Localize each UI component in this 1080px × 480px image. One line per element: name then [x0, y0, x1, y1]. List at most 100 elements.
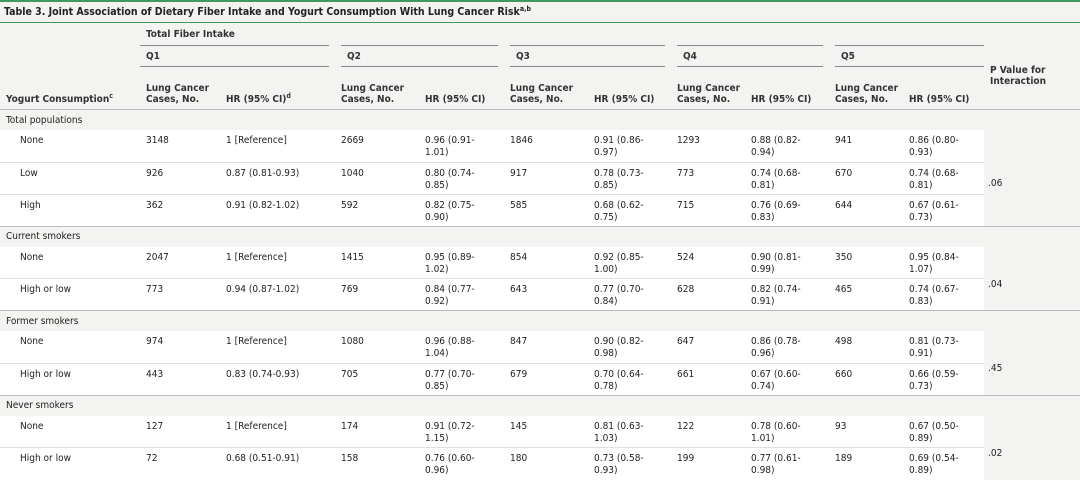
case-count: 127: [146, 420, 164, 432]
data-cell: 199: [671, 447, 745, 480]
data-cell: 1415: [335, 246, 419, 279]
data-cell: 1 [Reference]: [220, 130, 335, 163]
header-text: Lung Cancer Cases, No.: [146, 83, 210, 105]
quintile-label: Q3: [516, 50, 530, 62]
hr-value: 0.96 (0.91-1.01): [425, 135, 475, 158]
data-cell: 0.67 (0.50-0.89): [903, 415, 985, 448]
data-cell: 0.86 (0.80-0.93): [903, 130, 985, 163]
data-cell: 0.68 (0.51-0.91): [220, 447, 335, 480]
data-cell: 0.84 (0.77-0.92): [419, 278, 504, 311]
case-count: 715: [677, 199, 695, 211]
case-count: 158: [341, 453, 359, 464]
group-text: Total populations: [6, 114, 83, 126]
row-label: None: [0, 415, 140, 448]
header-text: Lung Cancer Cases, No.: [510, 83, 574, 105]
case-count: 1415: [341, 251, 364, 263]
hr-value: 0.96 (0.88-1.04): [425, 336, 475, 359]
header-cell: Lung Cancer Cases, No.: [671, 67, 745, 110]
data-cell: 705: [335, 363, 419, 395]
quintile-label: Q5: [841, 50, 855, 62]
hr-value: 0.74 (0.68-0.81): [909, 167, 959, 191]
hr-value: 0.77 (0.70-0.85): [425, 368, 475, 392]
hr-value: 1 [Reference]: [226, 135, 287, 146]
footnote-marker: d: [286, 92, 291, 100]
group-text: Former smokers: [6, 315, 79, 327]
group-text: Current smokers: [6, 231, 81, 242]
data-cell: 679: [504, 363, 588, 395]
p-text: .04: [988, 278, 1003, 290]
data-row: High or low 773 0.94 (0.87-1.02) 769 0.84 (0…: [0, 278, 1080, 311]
data-cell: 0.91 (0.86-0.97): [588, 130, 671, 163]
row-text: High: [20, 199, 41, 211]
hr-value: 0.68 (0.62-0.75): [594, 199, 644, 223]
hr-value: 0.81 (0.63-1.03): [594, 420, 644, 444]
data-cell: 0.96 (0.88-1.04): [419, 331, 504, 364]
data-cell: 72: [140, 447, 220, 480]
quintile-label: Q4: [683, 50, 697, 62]
data-cell: 0.74 (0.67-0.83): [903, 278, 985, 311]
header-cell: Yogurt Consumptionc: [0, 23, 140, 110]
data-cell: 0.80 (0.74-0.85): [419, 162, 504, 195]
hr-value: 0.73 (0.58-0.93): [594, 453, 644, 476]
case-count: 661: [677, 368, 695, 380]
data-cell: 443: [140, 363, 220, 395]
header-cell: HR (95% CI)d: [220, 67, 335, 110]
header-cell: HR (95% CI): [903, 67, 984, 110]
hr-value: 0.77 (0.61-0.98): [751, 453, 801, 476]
data-cell: 0.78 (0.73-0.85): [588, 162, 671, 195]
group-row: Current smokers: [0, 226, 1080, 247]
hr-value: 0.74 (0.67-0.83): [909, 284, 959, 307]
case-count: 705: [341, 368, 359, 380]
case-count: 93: [835, 420, 847, 432]
hr-value: 0.78 (0.73-0.85): [594, 167, 644, 191]
data-cell: 847: [504, 331, 588, 364]
row-text: High or low: [20, 368, 71, 380]
case-count: 941: [835, 135, 853, 146]
hr-value: 1 [Reference]: [226, 336, 287, 347]
case-count: 72: [146, 453, 158, 464]
data-cell: 0.70 (0.64-0.78): [588, 363, 671, 395]
quintile-cell: Q4: [671, 45, 835, 67]
data-cell: 769: [335, 278, 419, 311]
row-label: High or low: [0, 278, 140, 311]
data-row: Low 926 0.87 (0.81-0.93) 1040 0.80 (0.74-0.8…: [0, 162, 1080, 195]
data-cell: 3148: [140, 130, 220, 163]
header-cell: Lung Cancer Cases, No.: [140, 67, 220, 110]
hr-value: 0.82 (0.75-0.90): [425, 199, 475, 223]
case-count: 592: [341, 199, 359, 211]
data-cell: 93: [829, 415, 903, 448]
hr-value: 0.86 (0.78-0.96): [751, 336, 801, 359]
case-count: 2669: [341, 135, 364, 146]
case-count: 773: [146, 284, 164, 295]
case-count: 1846: [510, 135, 533, 146]
group-row: Total populations: [0, 109, 1080, 131]
data-cell: 0.88 (0.82-0.94): [745, 130, 829, 163]
data-cell: 0.90 (0.81-0.99): [745, 246, 829, 279]
data-row: None 2047 1 [Reference] 1415 0.95 (0.89-1.02…: [0, 246, 1080, 311]
case-count: 122: [677, 420, 695, 432]
hr-value: 0.78 (0.60-1.01): [751, 420, 801, 444]
hr-value: 0.84 (0.77-0.92): [425, 284, 475, 307]
data-cell: 854: [504, 246, 588, 279]
header-text: HR (95% CI): [909, 94, 970, 105]
hr-value: 0.76 (0.60-0.96): [425, 453, 475, 476]
data-cell: 1293: [671, 130, 745, 163]
data-cell: 0.92 (0.85-1.00): [588, 246, 671, 279]
data-cell: 145: [504, 415, 588, 448]
data-cell: 1040: [335, 162, 419, 195]
hr-value: 0.80 (0.74-0.85): [425, 167, 475, 191]
case-count: 679: [510, 368, 528, 380]
data-cell: 661: [671, 363, 745, 395]
p-value: .06: [984, 130, 1080, 226]
data-cell: 917: [504, 162, 588, 195]
data-cell: 643: [504, 278, 588, 311]
hr-value: 0.69 (0.54-0.89): [909, 453, 959, 476]
data-cell: 2669: [335, 130, 419, 163]
hr-value: 0.88 (0.82-0.94): [751, 135, 801, 158]
footnote-marker: c: [109, 92, 113, 100]
row-label: High or low: [0, 447, 140, 480]
data-cell: 465: [829, 278, 903, 311]
data-cell: 644: [829, 194, 903, 226]
data-cell: 158: [335, 447, 419, 480]
data-cell: 180: [504, 447, 588, 480]
